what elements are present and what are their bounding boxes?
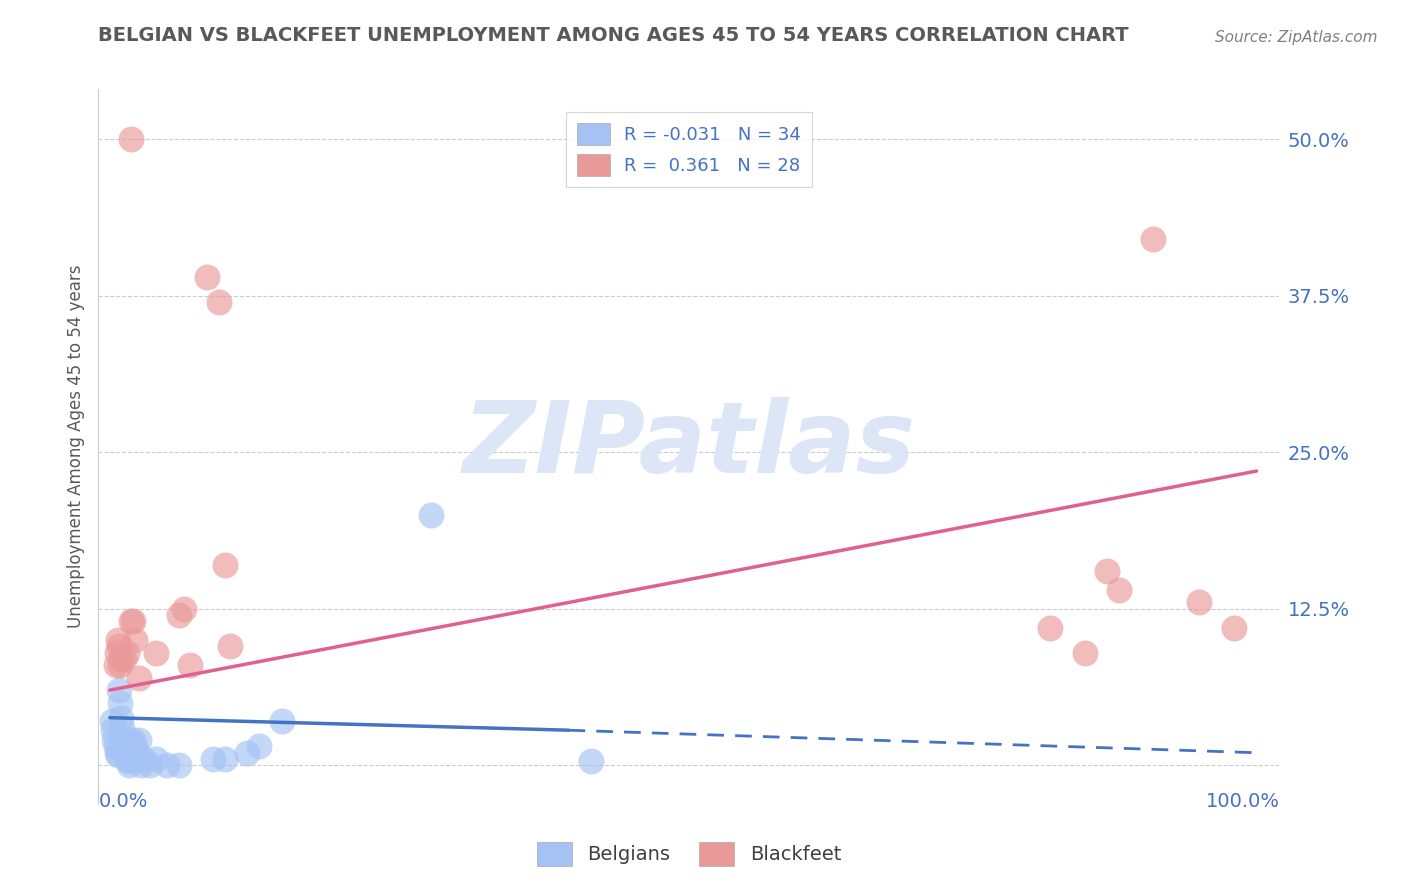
Point bbox=[111, 721, 134, 735]
Text: BELGIAN VS BLACKFEET UNEMPLOYMENT AMONG AGES 45 TO 54 YEARS CORRELATION CHART: BELGIAN VS BLACKFEET UNEMPLOYMENT AMONG … bbox=[98, 26, 1129, 45]
Point bbox=[117, 755, 139, 769]
Point bbox=[108, 696, 131, 710]
Point bbox=[114, 746, 136, 760]
Point bbox=[145, 752, 167, 766]
Point bbox=[1108, 582, 1130, 597]
Point bbox=[124, 633, 146, 648]
Point bbox=[1188, 595, 1211, 609]
Point bbox=[120, 752, 142, 766]
Point bbox=[581, 755, 603, 769]
Point bbox=[128, 733, 150, 747]
Point bbox=[121, 736, 143, 750]
Point bbox=[219, 640, 242, 654]
Point bbox=[129, 758, 152, 772]
Point bbox=[127, 748, 149, 763]
Point bbox=[103, 733, 125, 747]
Legend: R = -0.031   N = 34, R =  0.361   N = 28: R = -0.031 N = 34, R = 0.361 N = 28 bbox=[567, 112, 811, 187]
Point bbox=[104, 739, 127, 754]
Point bbox=[108, 658, 131, 673]
Point bbox=[173, 601, 195, 615]
Point bbox=[112, 652, 135, 666]
Point bbox=[121, 733, 143, 747]
Point bbox=[120, 614, 142, 628]
Point bbox=[195, 270, 218, 285]
Point bbox=[112, 731, 135, 745]
Point bbox=[156, 758, 179, 772]
Point bbox=[128, 671, 150, 685]
Point bbox=[110, 652, 132, 666]
Point bbox=[121, 614, 143, 628]
Point bbox=[214, 558, 236, 572]
Point bbox=[103, 723, 125, 738]
Text: Source: ZipAtlas.com: Source: ZipAtlas.com bbox=[1215, 29, 1378, 45]
Point bbox=[1039, 621, 1062, 635]
Point bbox=[104, 658, 127, 673]
Point bbox=[208, 295, 231, 310]
Point bbox=[214, 752, 236, 766]
Point bbox=[107, 633, 129, 648]
Point bbox=[105, 746, 128, 760]
Legend: Belgians, Blackfeet: Belgians, Blackfeet bbox=[529, 834, 849, 873]
Point bbox=[107, 748, 129, 763]
Point bbox=[115, 752, 138, 766]
Point bbox=[110, 711, 132, 725]
Point bbox=[1073, 646, 1095, 660]
Point bbox=[179, 658, 201, 673]
Point bbox=[202, 752, 225, 766]
Point bbox=[236, 746, 259, 760]
Point bbox=[1142, 232, 1164, 246]
Point bbox=[139, 758, 162, 772]
Point bbox=[1097, 564, 1119, 578]
Point bbox=[115, 646, 138, 660]
Text: 0.0%: 0.0% bbox=[98, 792, 148, 811]
Point bbox=[145, 646, 167, 660]
Point bbox=[420, 508, 443, 522]
Point bbox=[167, 758, 190, 772]
Point bbox=[120, 132, 142, 146]
Y-axis label: Unemployment Among Ages 45 to 54 years: Unemployment Among Ages 45 to 54 years bbox=[66, 264, 84, 628]
Point bbox=[134, 752, 156, 766]
Point bbox=[124, 739, 146, 754]
Point bbox=[1222, 621, 1244, 635]
Point bbox=[118, 758, 141, 772]
Point bbox=[247, 739, 270, 754]
Text: 100.0%: 100.0% bbox=[1205, 792, 1279, 811]
Text: ZIPatlas: ZIPatlas bbox=[463, 398, 915, 494]
Point bbox=[270, 714, 292, 729]
Point bbox=[105, 646, 128, 660]
Point bbox=[101, 714, 124, 729]
Point bbox=[108, 683, 131, 698]
Point bbox=[108, 640, 131, 654]
Point bbox=[167, 607, 190, 622]
